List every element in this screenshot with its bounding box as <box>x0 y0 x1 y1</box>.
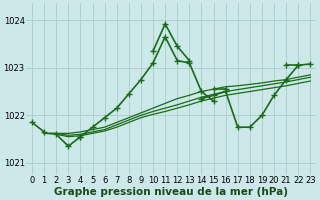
X-axis label: Graphe pression niveau de la mer (hPa): Graphe pression niveau de la mer (hPa) <box>54 187 288 197</box>
